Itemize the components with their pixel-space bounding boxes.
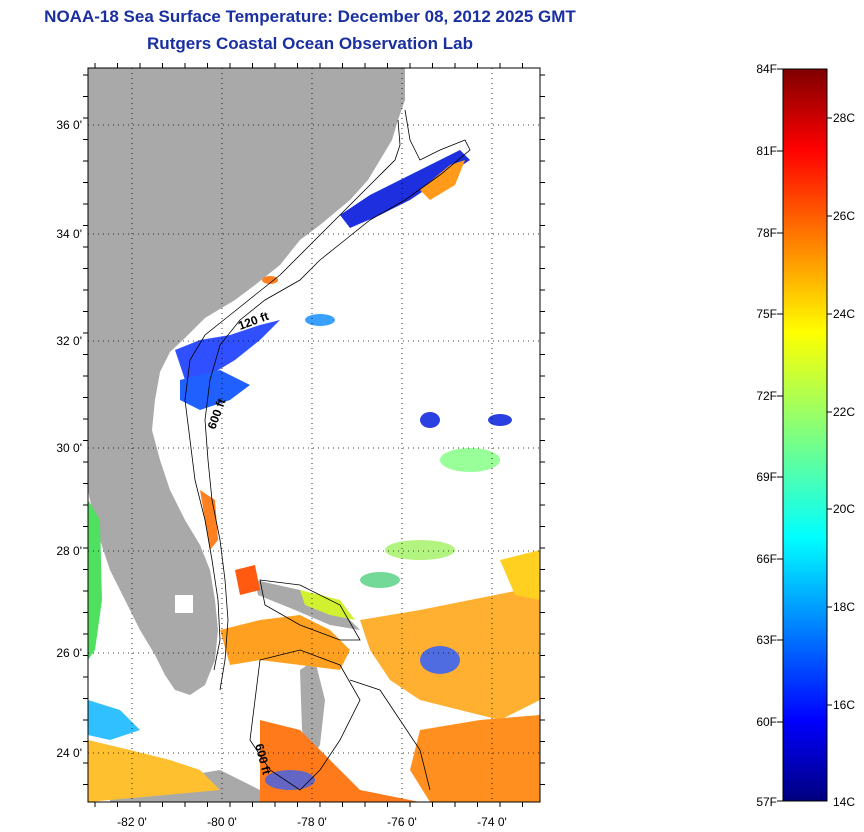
lon-label: -78 0' [297, 815, 327, 829]
lon-label: -76 0' [387, 815, 417, 829]
lon-label: -74 0' [477, 815, 507, 829]
colorbar-f-label: 57F [756, 795, 777, 809]
lat-label: 32 0' [56, 334, 82, 348]
map-gridlines [88, 68, 540, 802]
land-mass [88, 68, 405, 695]
colorbar-c-label: 24C [833, 307, 855, 321]
colorbar-f-label: 78F [756, 226, 777, 240]
lat-label: 34 0' [56, 227, 82, 241]
lon-label: -82 0' [117, 815, 147, 829]
map-subtitle: Rutgers Coastal Ocean Observation Lab [147, 34, 473, 53]
map-title: NOAA-18 Sea Surface Temperature: Decembe… [44, 7, 576, 26]
map-ticks [83, 63, 545, 807]
colorbar-f-label: 60F [756, 715, 777, 729]
colorbar-fahrenheit-labels: 84F 81F 78F 75F 72F 69F 66F 63F 60F 57F [756, 62, 777, 809]
colorbar-f-label: 75F [756, 307, 777, 321]
sst-data-layer: 120 ft 600 ft 600 ft [88, 68, 540, 802]
colorbar-celsius-labels: 28C 26C 24C 22C 20C 18C 16C 14C [833, 111, 855, 809]
colorbar-f-label: 63F [756, 633, 777, 647]
lat-label: 28 0' [56, 544, 82, 558]
lat-label: 30 0' [56, 441, 82, 455]
land-andros [300, 660, 325, 760]
colorbar-f-label: 66F [756, 552, 777, 566]
depth-contours [184, 109, 471, 791]
colorbar-gradient [782, 68, 828, 802]
map-frame [87, 67, 541, 803]
colorbar-f-label: 84F [756, 62, 777, 76]
lat-label: 26 0' [56, 646, 82, 660]
latitude-labels: 36 0' 34 0' 32 0' 30 0' 28 0' 26 0' 24 0… [56, 118, 82, 760]
lon-label: -80 0' [207, 815, 237, 829]
lake-okeechobee [175, 595, 193, 613]
lat-label: 24 0' [56, 746, 82, 760]
cold-patches [175, 150, 512, 472]
warm-patches [88, 160, 540, 802]
colorbar-c-label: 28C [833, 111, 855, 125]
colorbar-c-label: 18C [833, 600, 855, 614]
colorbar-c-label: 22C [833, 405, 855, 419]
colorbar-ticks [777, 68, 832, 802]
colorbar-c-label: 14C [833, 795, 855, 809]
colorbar-c-label: 16C [833, 698, 855, 712]
lat-label: 36 0' [56, 118, 82, 132]
longitude-labels: -82 0' -80 0' -78 0' -76 0' -74 0' [117, 815, 507, 829]
colorbar-f-label: 69F [756, 470, 777, 484]
colorbar-f-label: 72F [756, 389, 777, 403]
colorbar-c-label: 26C [833, 209, 855, 223]
colorbar-c-label: 20C [833, 502, 855, 516]
colorbar-f-label: 81F [756, 144, 777, 158]
colorbar: 84F 81F 78F 75F 72F 69F 66F 63F 60F 57F … [756, 62, 855, 809]
